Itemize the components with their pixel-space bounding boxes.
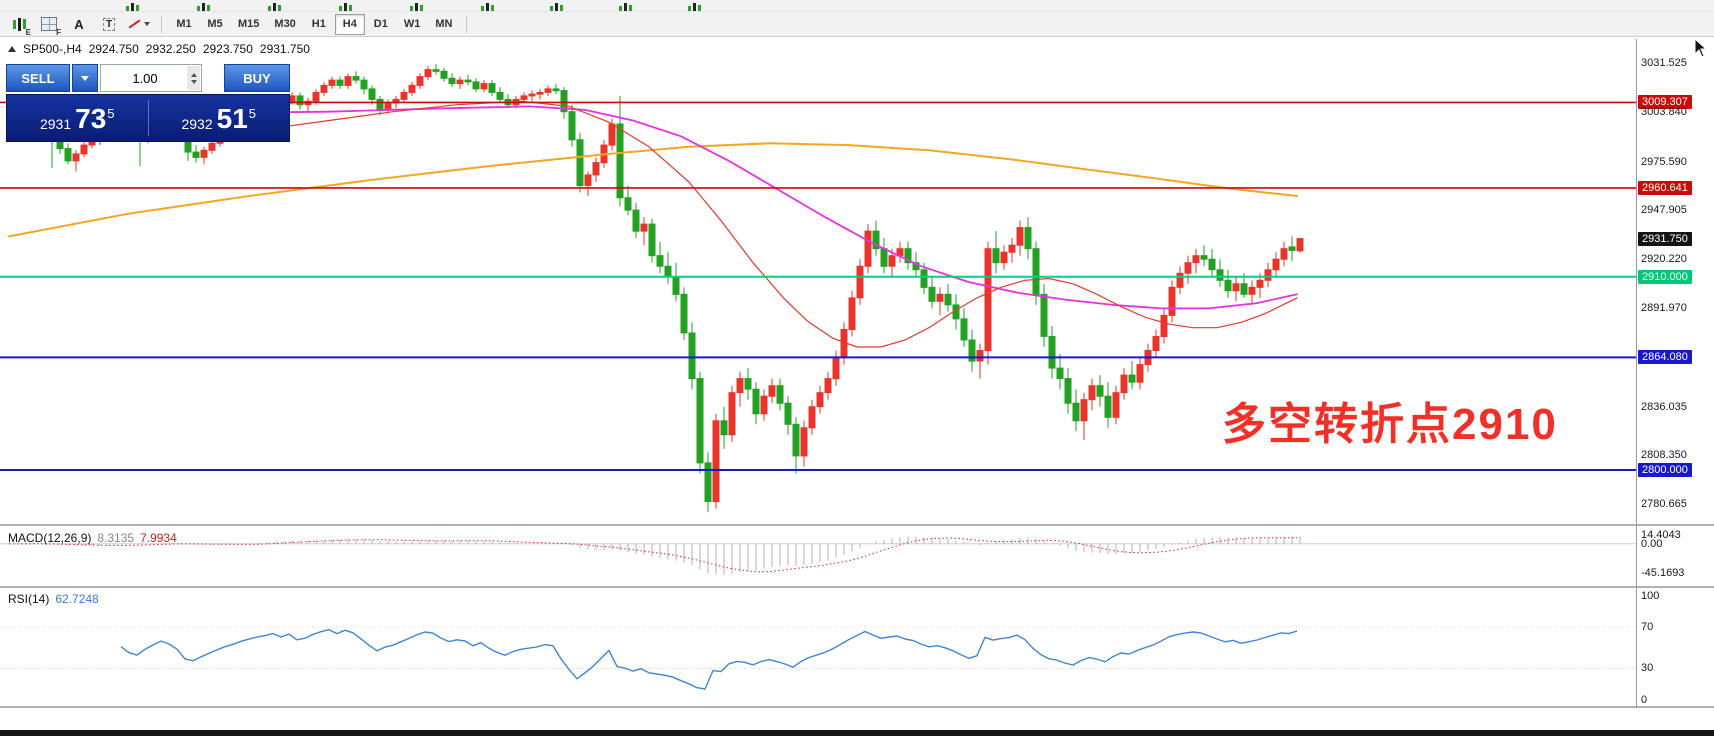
price-axis-separator — [1636, 39, 1637, 708]
timeframe-button-h1[interactable]: H1 — [304, 14, 334, 35]
close-value: 2931.750 — [259, 42, 310, 56]
spinner-up-icon[interactable] — [190, 72, 197, 77]
timeframe-button-m5[interactable]: M5 — [200, 14, 230, 35]
price-divider — [147, 100, 149, 136]
text-tool-icon[interactable]: A — [66, 14, 92, 35]
volume-spinner[interactable] — [187, 66, 200, 90]
macd-pane[interactable] — [0, 527, 1636, 586]
timeframe-button-m15[interactable]: M15 — [231, 14, 266, 35]
rsi-pane[interactable] — [0, 588, 1636, 706]
symbol-timeframe: SP500-,H4 — [23, 42, 82, 56]
macd-label: MACD(12,26,9) 8.3135 7.9934 — [8, 531, 177, 545]
cutoff-toolbar-icon — [339, 2, 355, 11]
macd-main-value: 8.3135 — [97, 531, 135, 545]
cutoff-toolbar-icon — [550, 2, 566, 11]
grid-glyph — [41, 17, 57, 31]
open-value: 2924.750 — [88, 42, 139, 56]
trendline-glyph — [128, 19, 141, 29]
cutoff-toolbar-icon — [688, 2, 704, 11]
toolbar-separator — [466, 15, 468, 33]
price-tick: 3031.525 — [1641, 57, 1687, 69]
rsi-axis-label: 100 — [1641, 590, 1660, 602]
icon-sub-letter: E — [25, 27, 31, 37]
chart-annotation-text: 多空转折点2910 — [1222, 400, 1558, 449]
macd-axis-label: 14.4043 — [1641, 529, 1681, 541]
macd-axis-label: 0.00 — [1641, 538, 1663, 550]
macd-name: MACD(12,26,9) — [8, 531, 92, 545]
sell-button[interactable]: SELL — [6, 64, 70, 92]
text-tool-letter: A — [74, 16, 84, 32]
rsi-label: RSI(14) 62.7248 — [8, 592, 99, 606]
volume-field — [100, 64, 202, 92]
toolbar-separator — [161, 15, 162, 33]
chart-ohlc-header: SP500-,H4 2924.750 2932.250 2923.750 293… — [8, 42, 310, 56]
cutoff-toolbar-icon — [619, 2, 635, 11]
price-level-badge: 2864.080 — [1638, 350, 1692, 364]
price-tick: 3003.840 — [1641, 106, 1687, 118]
pane-separator[interactable] — [0, 524, 1714, 526]
timeframe-button-m30[interactable]: M30 — [267, 14, 302, 35]
timeframe-button-m1[interactable]: M1 — [169, 14, 199, 35]
textbox-tool-letter: T — [102, 17, 116, 31]
price-tick: 2891.970 — [1641, 302, 1687, 314]
buy-price[interactable]: 2932 51 5 — [181, 103, 257, 134]
grid-icon[interactable]: F — [36, 14, 62, 37]
chevron-down-icon — [144, 22, 150, 26]
candlestick-chart-icon[interactable]: E — [6, 14, 32, 37]
macd-axis-label: -45.1693 — [1641, 567, 1685, 579]
spinner-down-icon[interactable] — [190, 79, 197, 84]
chevron-down-icon — [81, 75, 89, 81]
low-value: 2923.750 — [202, 42, 253, 56]
buy-button[interactable]: BUY — [224, 64, 290, 92]
window-bottom-edge — [0, 730, 1714, 736]
time-axis[interactable]: 16 Jul 201918 Jul 16:0022 Jul 12:0024 Ju… — [0, 708, 1636, 730]
timeframe-button-d1[interactable]: D1 — [366, 14, 396, 35]
rsi-axis-label: 30 — [1641, 662, 1654, 674]
draw-tools-dropdown-icon[interactable] — [126, 14, 152, 35]
textbox-tool-icon[interactable]: T — [96, 14, 122, 35]
price-level-badge: 2800.000 — [1638, 463, 1692, 477]
price-tick: 2920.220 — [1641, 253, 1687, 265]
price-tick: 2975.590 — [1641, 156, 1687, 168]
mini-candle — [17, 17, 21, 31]
main-toolbar: E F A T M1 M5 M15 M30 H1 H4 D1 W1 MN — [0, 12, 1714, 37]
volume-input[interactable] — [101, 69, 201, 87]
timeframe-button-mn[interactable]: MN — [428, 14, 459, 35]
icon-sub-letter: F — [56, 27, 61, 37]
rsi-axis-label: 70 — [1641, 621, 1654, 633]
price-tick: 2808.350 — [1641, 449, 1687, 461]
price-tick: 2947.905 — [1641, 204, 1687, 216]
pane-separator[interactable] — [0, 586, 1714, 588]
cutoff-toolbar-icon — [410, 2, 426, 11]
timeframe-buttons: M1 M5 M15 M30 H1 H4 D1 W1 MN — [169, 13, 459, 35]
high-value: 2932.250 — [145, 42, 196, 56]
mini-candle — [22, 19, 26, 29]
timeframe-button-w1[interactable]: W1 — [397, 14, 428, 35]
toolbar-strip-partial — [0, 0, 1714, 12]
price-tick: 2836.035 — [1641, 401, 1687, 413]
bid-ask-display: 2931 73 5 2932 51 5 — [6, 94, 290, 142]
price-level-badge: 2931.750 — [1638, 232, 1692, 246]
rsi-name: RSI(14) — [8, 592, 50, 606]
price-level-badge: 3009.307 — [1638, 95, 1692, 109]
one-click-toggle-icon[interactable] — [8, 46, 16, 52]
timeframe-button-h4[interactable]: H4 — [334, 13, 365, 35]
macd-signal-value: 7.9934 — [140, 531, 177, 545]
cutoff-toolbar-icon — [268, 2, 284, 11]
volume-dropdown-button[interactable] — [72, 64, 98, 92]
cutoff-toolbar-icon — [197, 2, 213, 11]
pane-separator[interactable] — [0, 706, 1714, 708]
mini-candle — [12, 19, 16, 29]
rsi-axis-label: 0 — [1641, 694, 1648, 706]
cutoff-toolbar-icon — [126, 2, 142, 11]
price-level-badge: 2910.000 — [1638, 270, 1692, 284]
sell-price[interactable]: 2931 73 5 — [39, 103, 115, 134]
mouse-cursor — [1694, 38, 1708, 58]
price-tick: 2780.665 — [1641, 498, 1687, 510]
price-level-badge: 2960.641 — [1638, 181, 1692, 195]
cutoff-toolbar-icon — [481, 2, 497, 11]
rsi-value: 62.7248 — [55, 592, 99, 606]
